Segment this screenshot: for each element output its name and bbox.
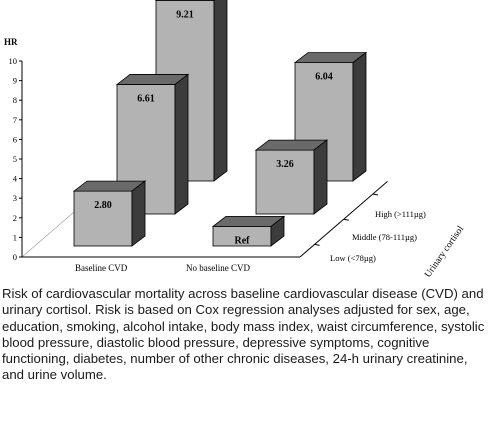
y-tick-label: 10 (9, 56, 18, 66)
bar-value-label: 2.80 (94, 200, 112, 211)
depth-axis (299, 181, 388, 258)
bar-side (352, 51, 367, 182)
bar-value-label: 6.04 (315, 72, 333, 83)
bar: 3.26 (254, 139, 329, 215)
y-tick-label: 1 (13, 232, 17, 242)
y-axis-label: HR (4, 37, 18, 47)
bar-value-label: Ref (235, 235, 251, 246)
y-tick-label: 7 (13, 115, 17, 125)
category-label: Baseline CVD (75, 263, 128, 273)
bar-value-label: 3.26 (276, 159, 294, 170)
bar: 2.80 (72, 180, 147, 247)
category-label: No baseline CVD (186, 263, 250, 273)
bar: 6.61 (115, 73, 190, 215)
bar-value-label: 9.21 (176, 9, 194, 20)
y-tick-label: 3 (13, 193, 17, 203)
bar-side (313, 139, 328, 215)
depth-tick (314, 243, 320, 246)
bar-side (270, 215, 285, 247)
bar-front (255, 149, 315, 215)
y-tick-label: 0 (13, 252, 17, 262)
bar: Ref (211, 215, 286, 247)
bar-side (213, 0, 228, 182)
y-tick-label: 8 (13, 95, 17, 105)
y-tick-label: 2 (13, 213, 17, 223)
figure-caption: Risk of cardiovascular mortality across … (2, 286, 485, 383)
y-tick-label: 6 (13, 134, 17, 144)
depth-label: High (>111µg) (375, 209, 426, 219)
y-tick-label: 4 (13, 174, 18, 184)
y-tick-label: 9 (13, 76, 17, 86)
bar-side (131, 180, 146, 247)
bar-value-label: 6.61 (137, 93, 155, 104)
y-tick-label: 5 (13, 154, 17, 164)
depth-label: Middle (78-111µg) (352, 232, 417, 242)
bar-front (73, 190, 133, 247)
depth-tick (343, 218, 349, 221)
depth-axis-title: Urinary cortisol (423, 224, 466, 280)
depth-label: Low (<78µg) (330, 253, 376, 263)
cortisol-mortality-chart: 6.04 9.21 3.26 6.61 Ref 2.80 0 1 2 3 4 5 6 7 8 9 10 Low … (4, 0, 466, 280)
bar-side (174, 73, 189, 215)
depth-tick (372, 193, 378, 196)
